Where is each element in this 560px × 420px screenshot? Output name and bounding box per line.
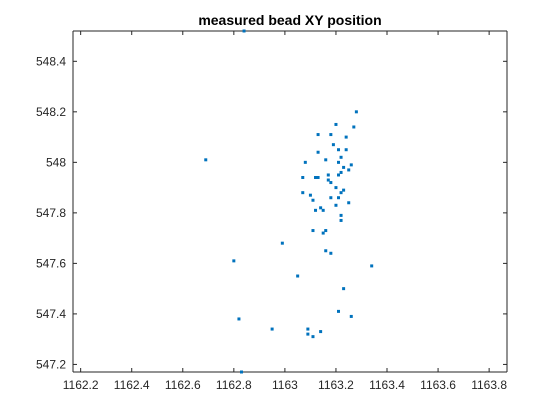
data-point	[329, 251, 333, 255]
data-point	[334, 122, 338, 126]
data-point	[270, 327, 274, 331]
data-point	[326, 178, 330, 182]
data-point	[319, 206, 323, 210]
data-point	[314, 176, 318, 180]
data-point	[314, 208, 318, 212]
data-point	[349, 314, 353, 318]
x-tick-label: 1163.2	[318, 378, 354, 392]
y-tick-label: 547.2	[36, 357, 66, 371]
data-point	[316, 133, 320, 137]
data-point	[316, 176, 320, 180]
data-point	[280, 241, 284, 245]
data-point	[237, 317, 241, 321]
data-point	[342, 188, 346, 192]
data-point	[239, 370, 243, 374]
data-points	[204, 29, 374, 374]
x-tick-label: 1163.8	[471, 378, 507, 392]
data-point	[339, 213, 343, 217]
x-tick-label: 1162.2	[63, 378, 99, 392]
data-point	[321, 208, 325, 212]
data-point	[232, 259, 236, 263]
data-point	[316, 150, 320, 154]
data-point	[242, 29, 246, 33]
data-point	[337, 173, 341, 177]
data-point	[339, 191, 343, 195]
data-point	[347, 168, 351, 172]
y-tick-label: 548.2	[36, 105, 66, 119]
data-point	[324, 158, 328, 162]
data-point	[337, 309, 341, 313]
data-point	[342, 165, 346, 169]
data-point	[349, 163, 353, 167]
data-point	[344, 148, 348, 152]
ticks: 1162.2 1162.4 1162.6 1162.8 1163 1163.2 1163.4…	[36, 31, 507, 392]
data-point	[331, 143, 335, 147]
data-point	[334, 186, 338, 190]
data-point	[337, 148, 341, 152]
data-point	[324, 229, 328, 233]
data-point	[337, 160, 341, 164]
data-point	[344, 135, 348, 139]
data-point	[352, 125, 356, 129]
y-tick-label: 548	[46, 155, 66, 169]
data-point	[329, 181, 333, 185]
y-tick-label: 547.4	[36, 307, 66, 321]
x-tick-label: 1162.4	[114, 378, 150, 392]
data-point	[339, 170, 343, 174]
data-point	[319, 330, 323, 334]
data-point	[306, 327, 310, 331]
data-point	[311, 198, 315, 202]
data-point	[301, 191, 305, 195]
data-point	[354, 110, 358, 114]
x-tick-label: 1163.4	[369, 378, 405, 392]
data-point	[339, 218, 343, 222]
data-point	[326, 173, 330, 177]
data-point	[339, 155, 343, 159]
data-point	[311, 229, 315, 233]
x-tick-label: 1163.6	[420, 378, 456, 392]
data-point	[311, 335, 315, 339]
x-tick-label: 1162.6	[165, 378, 201, 392]
data-point	[329, 133, 333, 137]
data-point	[204, 158, 208, 162]
data-point	[334, 203, 338, 207]
y-tick-label: 547.6	[36, 256, 66, 270]
data-point	[370, 264, 374, 268]
axes	[72, 30, 508, 373]
x-tick-label: 1162.8	[216, 378, 252, 392]
data-point	[306, 332, 310, 336]
plot-area	[73, 31, 507, 372]
data-point	[342, 287, 346, 291]
data-point	[347, 201, 351, 205]
data-point	[329, 196, 333, 200]
data-point	[296, 274, 300, 278]
chart-title: measured bead XY position	[198, 12, 381, 28]
y-tick-label: 548.4	[36, 54, 66, 68]
x-tick-label: 1163	[272, 378, 298, 392]
data-point	[324, 249, 328, 253]
y-tick-label: 547.8	[36, 206, 66, 220]
data-point	[301, 176, 305, 180]
data-point	[321, 231, 325, 235]
data-point	[308, 193, 312, 197]
data-point	[337, 196, 341, 200]
data-point	[303, 160, 307, 164]
